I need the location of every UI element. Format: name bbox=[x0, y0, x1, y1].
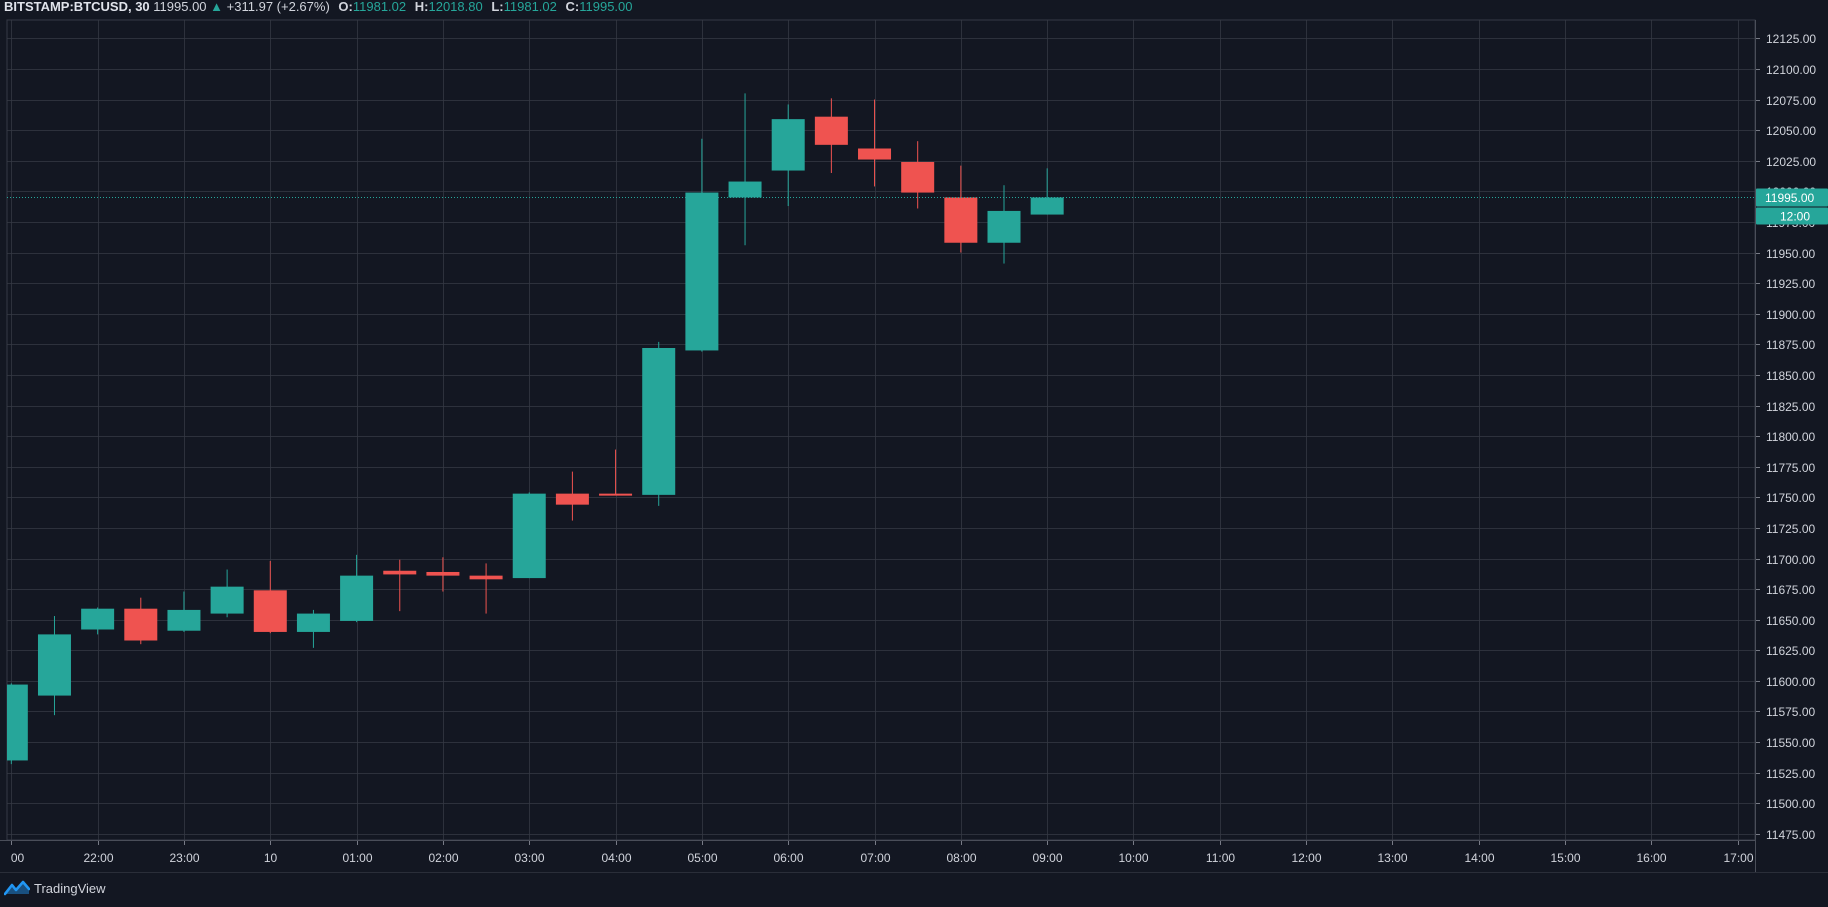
candle-body bbox=[253, 590, 287, 632]
y-tick-label: 11525.00 bbox=[1766, 767, 1815, 781]
x-tick-label: 14:00 bbox=[1464, 851, 1494, 865]
y-tick-label: 11500.00 bbox=[1766, 797, 1815, 811]
candle-body bbox=[858, 148, 892, 160]
y-tick-label: 11900.00 bbox=[1766, 308, 1815, 322]
y-tick-label: 11575.00 bbox=[1766, 705, 1815, 719]
y-tick-label: 11875.00 bbox=[1766, 338, 1815, 352]
chart-grid bbox=[6, 19, 1756, 841]
tradingview-brand[interactable]: TradingView bbox=[4, 878, 106, 898]
candle-body bbox=[685, 192, 719, 351]
x-tick-label: 03:00 bbox=[514, 851, 544, 865]
price-change: +311.97 (+2.67%) bbox=[226, 0, 330, 14]
y-tick-label: 11850.00 bbox=[1766, 369, 1815, 383]
price-axis[interactable]: 11475.00 11500.00 11525.00 11550.00 11575.00… bbox=[1755, 20, 1828, 872]
candle-body bbox=[7, 684, 28, 761]
x-tick-label: 08:00 bbox=[946, 851, 976, 865]
last-price: 11995.00 bbox=[153, 0, 207, 14]
candle-body bbox=[901, 161, 935, 193]
x-tick-label: 05:00 bbox=[687, 851, 717, 865]
last-price-marker bbox=[1756, 188, 1828, 207]
y-tick-label: 11675.00 bbox=[1766, 583, 1815, 597]
low-label: L: bbox=[491, 0, 504, 14]
candle-body bbox=[944, 197, 978, 243]
x-tick-label: 09:00 bbox=[1032, 851, 1062, 865]
x-tick-label: 11:00 bbox=[1206, 851, 1235, 865]
x-tick-label: 22:00 bbox=[83, 851, 113, 865]
candle-body bbox=[210, 586, 244, 614]
y-tick-label: 11475.00 bbox=[1766, 828, 1815, 842]
y-tick-label: 11750.00 bbox=[1766, 491, 1815, 505]
candle-body bbox=[124, 608, 158, 641]
open-value: 11981.02 bbox=[352, 0, 407, 14]
x-tick-label: 02:00 bbox=[428, 851, 458, 865]
candle-body bbox=[512, 493, 546, 579]
candle-body bbox=[642, 348, 676, 495]
y-tick-label: 11800.00 bbox=[1766, 430, 1815, 444]
candle-body bbox=[383, 570, 417, 575]
close-label: C: bbox=[565, 0, 580, 14]
y-tick-label: 11925.00 bbox=[1766, 277, 1815, 291]
tradingview-label: TradingView bbox=[34, 880, 106, 896]
y-tick-label: 11725.00 bbox=[1766, 522, 1815, 536]
x-tick-label: 13:00 bbox=[1377, 851, 1407, 865]
candle-body bbox=[469, 575, 503, 580]
y-tick-label: 11950.00 bbox=[1766, 247, 1815, 261]
x-tick-label: 04:00 bbox=[601, 851, 631, 865]
x-tick-label: 16:00 bbox=[1636, 851, 1666, 865]
close-value: 11995.00 bbox=[579, 0, 633, 14]
change-arrow-icon: ▲ bbox=[210, 0, 224, 14]
high-value: 12018.80 bbox=[428, 0, 483, 14]
candle-body bbox=[167, 609, 201, 631]
time-axis[interactable]: 00 22:00 23:00 10 01:00 02:00 03:00 04:00 05:00 0… bbox=[0, 840, 1828, 873]
x-tick-label: 23:00 bbox=[169, 851, 199, 865]
x-tick-label: 10:00 bbox=[1118, 851, 1148, 865]
candle-body bbox=[37, 634, 71, 696]
x-tick-label: 00 bbox=[11, 851, 25, 865]
last-price-label: 11995.00 bbox=[1765, 191, 1814, 205]
y-tick-label: 12050.00 bbox=[1766, 124, 1816, 138]
high-label: H: bbox=[414, 0, 429, 14]
candle-body bbox=[987, 210, 1021, 243]
candle-body bbox=[814, 116, 848, 145]
x-tick-label: 01:00 bbox=[342, 851, 372, 865]
y-tick-label: 11650.00 bbox=[1766, 614, 1815, 628]
open-label: O: bbox=[338, 0, 353, 14]
plot-frame bbox=[6, 19, 1756, 841]
candle-body bbox=[599, 493, 633, 496]
countdown-marker bbox=[1756, 207, 1828, 225]
candle-body bbox=[296, 613, 330, 632]
y-tick-label: 11600.00 bbox=[1766, 675, 1815, 689]
x-tick-label: 15:00 bbox=[1550, 851, 1580, 865]
y-tick-label: 11625.00 bbox=[1766, 644, 1815, 658]
y-tick-label: 12125.00 bbox=[1766, 32, 1816, 46]
x-tick-label: 07:00 bbox=[860, 851, 890, 865]
y-tick-label: 12100.00 bbox=[1766, 63, 1816, 77]
candle-body bbox=[340, 575, 374, 621]
y-tick-label: 11550.00 bbox=[1766, 736, 1815, 750]
candle-body bbox=[728, 181, 762, 198]
y-tick-label: 12025.00 bbox=[1766, 155, 1816, 169]
candle-body bbox=[555, 493, 589, 505]
x-tick-label: 17:00 bbox=[1723, 851, 1753, 865]
low-value: 11981.02 bbox=[503, 0, 557, 14]
candle-body bbox=[81, 608, 115, 630]
symbol-legend: BITSTAMP:BTCUSD, 30 11995.00 ▲ +311.97 (… bbox=[4, 0, 633, 16]
y-tick-label: 11775.00 bbox=[1766, 461, 1815, 475]
x-tick-label: 06:00 bbox=[773, 851, 803, 865]
candle-body bbox=[1030, 197, 1064, 215]
y-tick-label: 12075.00 bbox=[1766, 94, 1816, 108]
x-tick-label: 12:00 bbox=[1291, 851, 1321, 865]
x-tick-label: 10 bbox=[264, 851, 278, 865]
candles-layer bbox=[7, 93, 1064, 765]
countdown-label: 12:00 bbox=[1780, 210, 1810, 224]
candle-body bbox=[426, 571, 460, 576]
candle-body bbox=[771, 119, 805, 171]
y-tick-label: 11700.00 bbox=[1766, 553, 1815, 567]
y-tick-label: 11825.00 bbox=[1766, 400, 1815, 414]
symbol-name[interactable]: BITSTAMP:BTCUSD, 30 bbox=[4, 0, 150, 14]
tradingview-logo-icon bbox=[4, 880, 30, 896]
